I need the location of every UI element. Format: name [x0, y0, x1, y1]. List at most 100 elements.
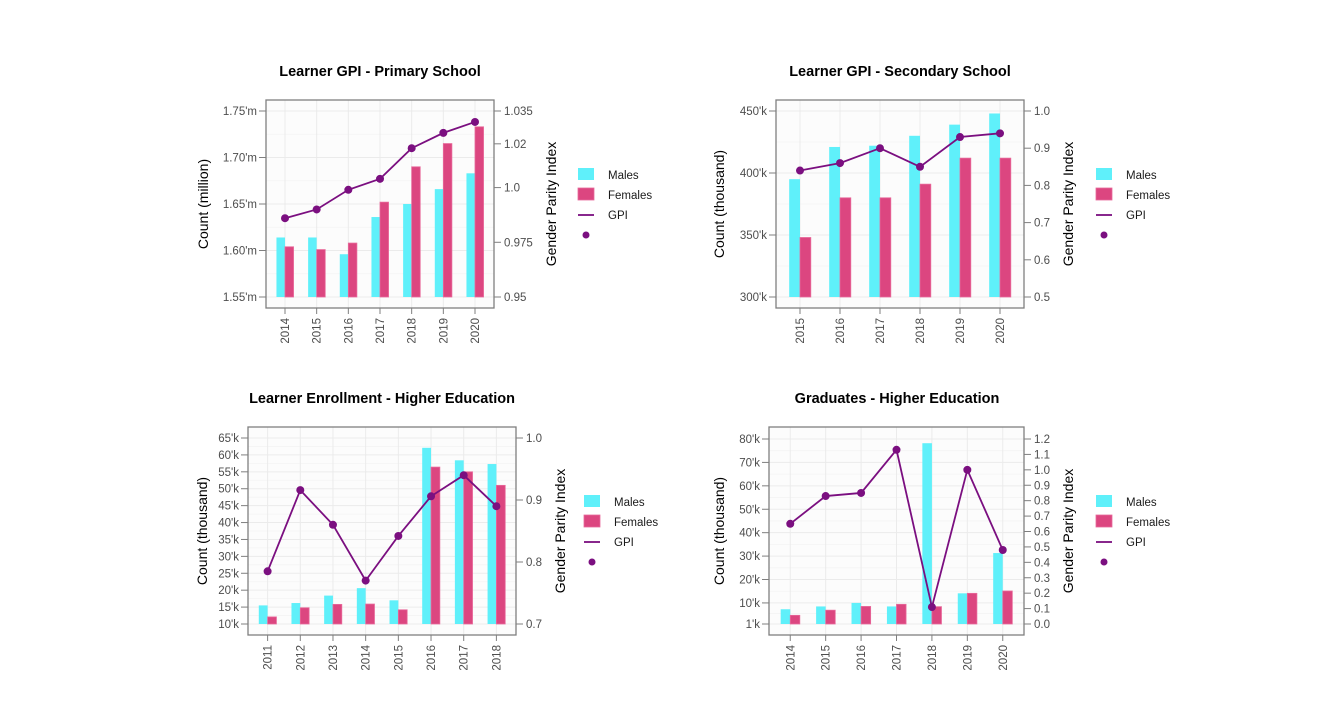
gpi-point-2019 [956, 133, 964, 142]
x-tick-label: 2016 [343, 318, 355, 344]
y2-tick-label: 0.8 [1034, 496, 1050, 508]
bar-females-2020 [999, 157, 1012, 298]
y2-tick-label: 1.0 [526, 433, 542, 445]
legend-label-females: Females [614, 517, 658, 529]
x-tick-label: 2020 [470, 318, 482, 344]
bars [789, 113, 1012, 298]
y-tick-label: 10'k [218, 619, 239, 631]
gpi-point-2020 [998, 546, 1007, 554]
y-tick-label: 50'k [739, 504, 760, 516]
bar-females-2020 [474, 126, 484, 298]
y2-tick-label: 0.8 [1034, 180, 1050, 192]
legend-swatch-females [1095, 514, 1113, 528]
x-tick-label: 2018 [407, 318, 419, 344]
gpi-point-2017 [376, 174, 384, 183]
x-tick-label: 2015 [821, 645, 833, 671]
y-tick-label: 400'k [740, 168, 767, 180]
bar-females-2013 [332, 603, 343, 625]
bar-females-2018 [919, 183, 932, 298]
gpi-line [799, 132, 1001, 172]
gpi-point-2017 [459, 471, 468, 480]
x-tick-label: 2018 [491, 645, 503, 671]
bar-males-2018 [403, 204, 412, 297]
bar-males-2012 [291, 603, 301, 624]
y-tick-label: 1'k [746, 619, 761, 631]
bar-males-2017 [454, 460, 464, 624]
y-tick-label: 350'k [740, 230, 767, 242]
y-axis-label: Count (thousand) [194, 477, 210, 585]
gpi-point-2012 [296, 486, 305, 495]
legend-swatch-gpi-point [1100, 231, 1108, 239]
y-axis-label: Count (thousand) [711, 477, 727, 585]
y-tick-label: 1.60'm [223, 246, 257, 258]
y2-tick-label: 0.2 [1034, 588, 1050, 600]
y-tick-label: 35'k [218, 534, 239, 546]
bar-females-2015 [316, 249, 326, 298]
x-tick-label: 2013 [328, 645, 340, 671]
legend-label-males: Males [1126, 497, 1157, 509]
bar-females-2017 [879, 197, 892, 298]
bar-females-2018 [931, 606, 942, 625]
legend-label-females: Females [1126, 517, 1170, 529]
y2-tick-label: 1.0 [1034, 106, 1050, 118]
bar-males-2016 [829, 146, 840, 297]
y2-tick-label: 0.3 [1034, 573, 1050, 585]
y2-tick-label: 0.9 [1034, 143, 1050, 155]
bar-males-2016 [422, 447, 432, 624]
chart-primary: 1.55'm 1.60'm 1.65'm 1.70'm 1.75'm 0.95 0.975 1… [195, 64, 652, 344]
y-tick-label: 50'k [218, 484, 239, 496]
y-tick-label: 60'k [218, 450, 239, 462]
x-tick-label: 2014 [280, 317, 292, 343]
x-tick-label: 2018 [915, 318, 927, 344]
legend: Males Females GPI [583, 495, 658, 566]
legend-swatch-females [1095, 187, 1113, 201]
bar-males-2011 [258, 605, 268, 624]
y2-tick-label: 1.0 [1034, 465, 1050, 477]
gpi-point-2016 [836, 159, 844, 168]
bar-males-2019 [434, 189, 444, 297]
legend-swatch-males [1096, 495, 1112, 507]
x-tick-label: 2017 [375, 318, 387, 344]
y2-tick-label: 1.0 [504, 183, 520, 195]
x-tick-label: 2017 [892, 645, 904, 671]
legend-label-males: Males [614, 497, 645, 509]
x-tick-label: 2011 [263, 645, 275, 670]
y-tick-label: 30'k [739, 551, 760, 563]
bar-females-2019 [959, 157, 972, 298]
legend-label-males: Males [608, 170, 639, 182]
bar-males-2014 [356, 588, 366, 624]
x-tick-label: 2018 [927, 645, 939, 671]
chart-title: Graduates - Higher Education [795, 391, 1000, 407]
y-tick-label: 20'k [739, 575, 760, 587]
bar-females-2019 [966, 592, 978, 625]
legend-swatch-females [577, 187, 595, 201]
bar-males-2017 [371, 217, 380, 297]
gpi-point-2014 [361, 576, 370, 585]
gpi-point-2014 [281, 214, 289, 223]
y2-tick-label: 1.2 [1034, 434, 1050, 446]
y-tick-label: 65'k [218, 433, 239, 445]
y-tick-label: 40'k [218, 518, 239, 530]
y-tick-label: 70'k [739, 457, 760, 469]
chart-title: Learner Enrollment - Higher Education [249, 391, 515, 407]
y-axis-label: Count (thousand) [711, 150, 727, 258]
legend-swatch-males [578, 168, 594, 180]
bar-males-2013 [324, 595, 333, 624]
y-tick-label: 45'k [218, 501, 239, 513]
gpi-point-2020 [471, 117, 479, 126]
y-tick-label: 15'k [218, 602, 239, 614]
gpi-point-2015 [796, 166, 804, 175]
legend-label-males: Males [1126, 170, 1157, 182]
bar-males-2018 [909, 135, 920, 297]
bar-males-2017 [869, 145, 880, 297]
chart-enrollment: 10'k 15'k 20'k 25'k 30'k 35'k 40'k 45'k 50'k 55'k… [194, 391, 658, 671]
y-tick-label: 25'k [218, 568, 239, 580]
y-tick-label: 55'k [218, 467, 239, 479]
y2-tick-label: 0.7 [1034, 218, 1050, 230]
legend: Males Females GPI [1095, 168, 1170, 239]
legend-label-females: Females [608, 190, 652, 202]
y-tick-label: 80'k [739, 434, 760, 446]
bar-females-2017 [463, 471, 473, 625]
gpi-point-2015 [821, 492, 830, 501]
